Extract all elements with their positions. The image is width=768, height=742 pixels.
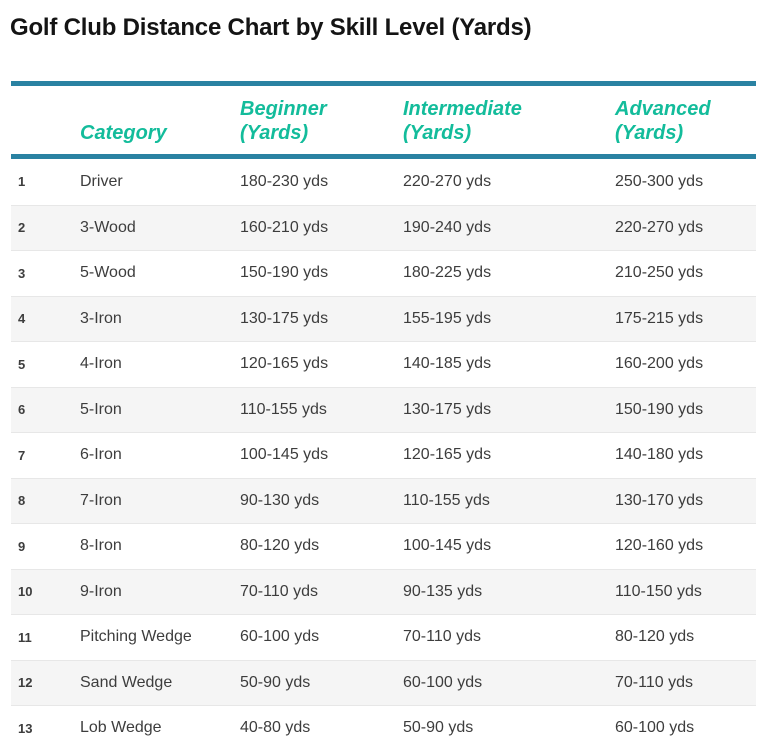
table-row: 7 6-Iron 100-145 yds 120-165 yds 140-180… [11, 432, 756, 478]
intermediate-cell: 120-165 yds [403, 446, 492, 464]
intermediate-cell: 220-270 yds [403, 172, 492, 190]
category-cell: 4-Iron [80, 355, 122, 373]
advanced-cell: 70-110 yds [615, 673, 693, 691]
category-cell: 3-Iron [80, 309, 122, 327]
row-index: 5 [18, 356, 26, 372]
row-index: 9 [18, 538, 26, 554]
col-header-intermediate-label: Intermediate [403, 98, 522, 120]
category-cell: Lob Wedge [80, 719, 162, 737]
table-row: 10 9-Iron 70-110 yds 90-135 yds 110-150 … [11, 568, 756, 614]
intermediate-cell: 180-225 yds [403, 264, 492, 282]
table-row: 1 Driver 180-230 yds 220-270 yds 250-300… [11, 159, 756, 205]
table-row: 2 3-Wood 160-210 yds 190-240 yds 220-270… [11, 204, 756, 250]
row-index: 13 [18, 720, 33, 736]
table-row: 12 Sand Wedge 50-90 yds 60-100 yds 70-11… [11, 659, 756, 705]
beginner-cell: 80-120 yds [240, 537, 320, 555]
col-header-category: Category [80, 121, 240, 145]
category-cell: 5-Iron [80, 400, 122, 418]
row-index: 7 [18, 447, 26, 463]
beginner-cell: 120-165 yds [240, 355, 329, 373]
intermediate-cell: 155-195 yds [403, 309, 492, 327]
advanced-cell: 130-170 yds [615, 491, 704, 509]
beginner-cell: 60-100 yds [240, 628, 320, 646]
category-cell: 8-Iron [80, 537, 122, 555]
beginner-cell: 180-230 yds [240, 172, 329, 190]
category-cell: 7-Iron [80, 491, 122, 509]
col-header-beginner-unit: (Yards) [240, 122, 309, 144]
intermediate-cell: 130-175 yds [403, 400, 492, 418]
advanced-cell: 80-120 yds [615, 628, 695, 646]
row-index: 11 [18, 629, 32, 645]
advanced-cell: 150-190 yds [615, 400, 704, 418]
advanced-cell: 220-270 yds [615, 218, 704, 236]
row-index: 1 [18, 174, 26, 190]
col-header-intermediate: Intermediate (Yards) [403, 97, 615, 145]
beginner-cell: 160-210 yds [240, 218, 329, 236]
col-header-advanced: Advanced (Yards) [615, 97, 756, 145]
table-row: 6 5-Iron 110-155 yds 130-175 yds 150-190… [11, 386, 756, 432]
table-row: 3 5-Wood 150-190 yds 180-225 yds 210-250… [11, 250, 756, 296]
row-index: 3 [18, 265, 26, 281]
beginner-cell: 110-155 yds [240, 400, 327, 418]
advanced-cell: 210-250 yds [615, 264, 704, 282]
category-cell: Pitching Wedge [80, 628, 192, 646]
table-row: 4 3-Iron 130-175 yds 155-195 yds 175-215… [11, 295, 756, 341]
table-row: 11 Pitching Wedge 60-100 yds 70-110 yds … [11, 614, 756, 660]
row-index: 6 [18, 402, 26, 418]
beginner-cell: 130-175 yds [240, 309, 329, 327]
col-header-category-label: Category [80, 122, 167, 144]
advanced-cell: 120-160 yds [615, 537, 704, 555]
page-title: Golf Club Distance Chart by Skill Level … [10, 14, 532, 41]
intermediate-cell: 190-240 yds [403, 218, 492, 236]
table-row: 13 Lob Wedge 40-80 yds 50-90 yds 60-100 … [11, 705, 756, 742]
col-header-beginner: Beginner (Yards) [240, 97, 403, 145]
category-cell: 6-Iron [80, 446, 122, 464]
table-row: 8 7-Iron 90-130 yds 110-155 yds 130-170 … [11, 477, 756, 523]
intermediate-cell: 90-135 yds [403, 582, 483, 600]
beginner-cell: 70-110 yds [240, 582, 318, 600]
col-header-advanced-label: Advanced [615, 98, 711, 120]
row-index: 10 [18, 584, 33, 600]
table-row: 5 4-Iron 120-165 yds 140-185 yds 160-200… [11, 341, 756, 387]
category-cell: 3-Wood [80, 218, 136, 236]
intermediate-cell: 110-155 yds [403, 491, 490, 509]
row-index: 4 [18, 311, 26, 327]
beginner-cell: 150-190 yds [240, 264, 329, 282]
advanced-cell: 60-100 yds [615, 719, 695, 737]
beginner-cell: 100-145 yds [240, 446, 329, 464]
intermediate-cell: 60-100 yds [403, 673, 483, 691]
beginner-cell: 50-90 yds [240, 673, 311, 691]
col-header-advanced-unit: (Yards) [615, 122, 684, 144]
row-index: 12 [18, 675, 33, 691]
intermediate-cell: 50-90 yds [403, 719, 474, 737]
col-header-intermediate-unit: (Yards) [403, 122, 472, 144]
row-index: 8 [18, 493, 26, 509]
category-cell: 5-Wood [80, 264, 136, 282]
intermediate-cell: 70-110 yds [403, 628, 481, 646]
intermediate-cell: 100-145 yds [403, 537, 492, 555]
advanced-cell: 140-180 yds [615, 446, 704, 464]
category-cell: Sand Wedge [80, 673, 173, 691]
advanced-cell: 250-300 yds [615, 172, 704, 190]
category-cell: Driver [80, 172, 123, 190]
advanced-cell: 175-215 yds [615, 309, 704, 327]
advanced-cell: 110-150 yds [615, 582, 702, 600]
table-body: 1 Driver 180-230 yds 220-270 yds 250-300… [11, 159, 756, 742]
advanced-cell: 160-200 yds [615, 355, 704, 373]
table-header-row: Category Beginner (Yards) Intermediate (… [11, 81, 756, 159]
golf-distance-table: Category Beginner (Yards) Intermediate (… [11, 81, 756, 742]
beginner-cell: 90-130 yds [240, 491, 320, 509]
category-cell: 9-Iron [80, 582, 122, 600]
intermediate-cell: 140-185 yds [403, 355, 492, 373]
row-index: 2 [18, 220, 26, 236]
beginner-cell: 40-80 yds [240, 719, 311, 737]
table-row: 9 8-Iron 80-120 yds 100-145 yds 120-160 … [11, 523, 756, 569]
page: Golf Club Distance Chart by Skill Level … [0, 13, 768, 742]
col-header-beginner-label: Beginner [240, 98, 327, 120]
